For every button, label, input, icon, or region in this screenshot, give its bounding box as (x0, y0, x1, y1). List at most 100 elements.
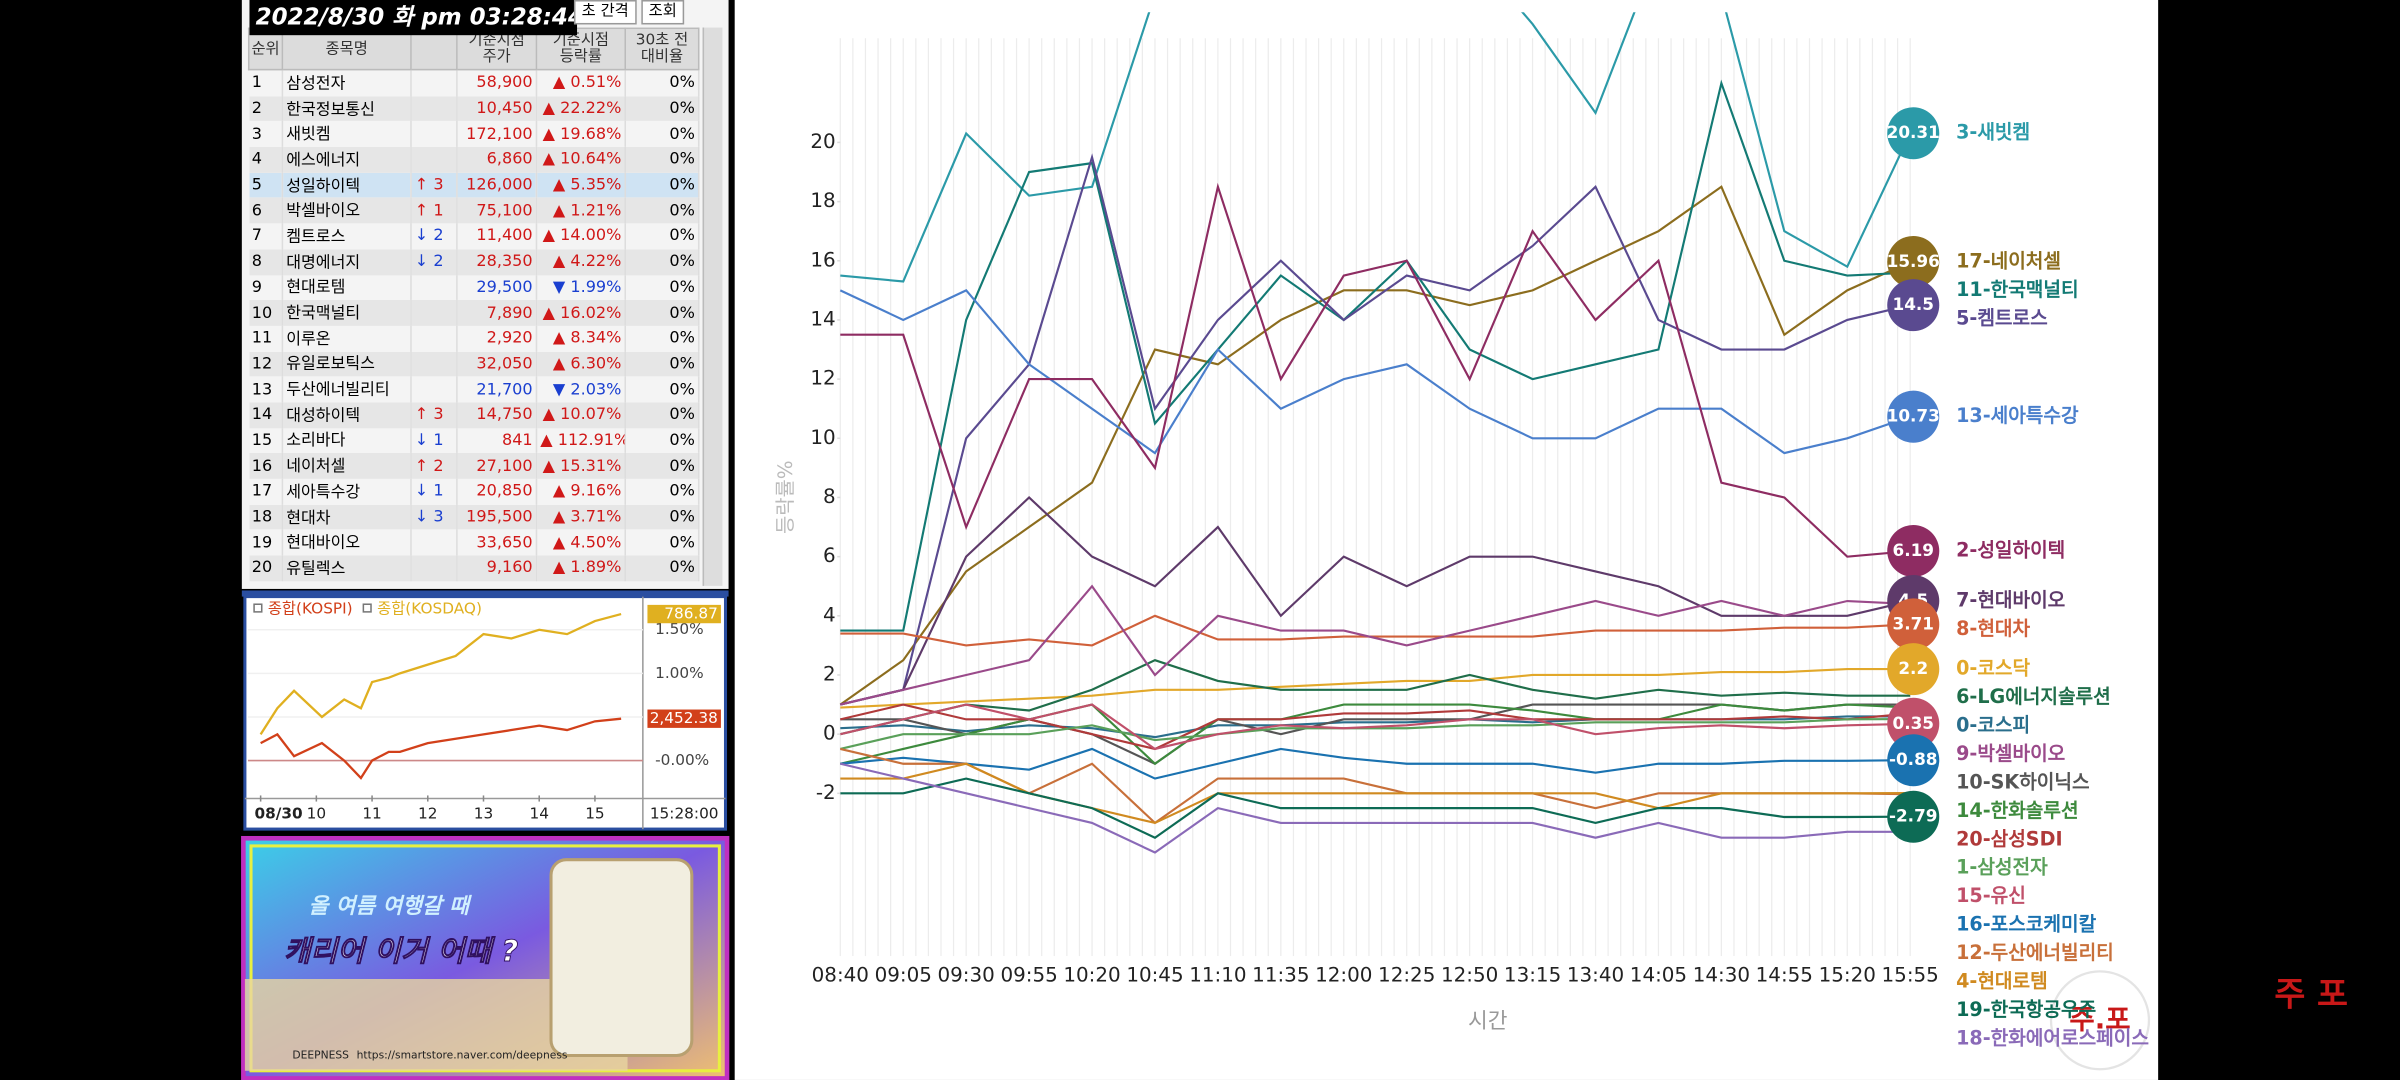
table-cell: 28,350 (456, 249, 538, 275)
legend-label: 0-코스닥 (1956, 657, 2030, 680)
cell-text: 켐트로스 (286, 227, 346, 247)
legend-label: 14-한화솔루션 (1956, 799, 2078, 822)
cell-text: 841 (501, 431, 533, 450)
legend-swatch (362, 603, 372, 613)
table-cell: 8 (248, 249, 284, 275)
end-bubble (1887, 643, 1940, 696)
scrollbar[interactable] (702, 27, 723, 586)
y-tick-label: 18 (810, 189, 835, 212)
series-line (840, 747, 1911, 780)
table-cell: 현대차 (282, 504, 412, 530)
cell-text: ▲ (552, 507, 566, 527)
table-cell: 0% (625, 274, 700, 301)
table-cell: 0% (625, 478, 700, 505)
cell-text: 유일로보틱스 (286, 355, 375, 374)
table-row[interactable]: 20 유틸렉스 9,160 ▲ 1.89% 0% (248, 555, 700, 581)
table-row[interactable]: 1 삼성전자 58,900 ▲ 0.51% 0% (248, 69, 700, 96)
legend-label: 19-한국항공우주 (1956, 998, 2096, 1021)
cell-text: 21,700 (476, 380, 533, 399)
table-row[interactable]: 6 박셀바이오 ↑ 1 75,100 ▲ 1.21% 0% (248, 198, 700, 224)
interval-select[interactable]: 초 간격 (573, 0, 637, 25)
table-cell: ▲ 1.21% (536, 198, 627, 224)
cell-text: 7 (251, 227, 263, 246)
table-row[interactable]: 12 유일로보틱스 32,050 ▲ 6.30% 0% (248, 351, 700, 377)
table-cell: 0% (625, 121, 700, 147)
cell-text: 0% (669, 533, 695, 552)
cell-text: 0% (669, 99, 695, 118)
table-cell: 19 (248, 529, 284, 556)
table-cell: 에스에너지 (282, 146, 412, 173)
table-row[interactable]: 15 소리바다 ↓ 1 841 ▲ 112.91% 0% (248, 427, 700, 454)
table-row[interactable]: 9 현대로템 29,500 ▼ 1.99% 0% (248, 274, 700, 301)
table-cell: 0% (625, 249, 700, 275)
table-cell: 29,500 (456, 274, 538, 301)
cell-text: ▲ (542, 303, 556, 323)
cell-text: 11 (251, 329, 273, 348)
cell-text: 6 (251, 201, 263, 220)
cell-text: 20,850 (476, 482, 533, 501)
legend-label: 0-코스피 (1956, 713, 2030, 736)
table-cell: ▼ 1.99% (536, 274, 627, 301)
legend-label: 13-세아특수강 (1956, 404, 2079, 427)
table-row[interactable]: 13 두산에너빌리티 21,700 ▼ 2.03% 0% (248, 376, 700, 403)
cell-text: 10.64% (560, 150, 622, 169)
table-cell: 유일로보틱스 (282, 351, 412, 377)
cell-text: ▲ (542, 150, 556, 169)
cell-text: 0% (669, 431, 695, 450)
series-line (840, 153, 1911, 706)
end-bubble (1887, 734, 1940, 787)
y-tick-label: -0.00% (655, 751, 709, 769)
table-cell: ▲ 0.51% (536, 69, 627, 96)
x-tick-label: 14:55 (1756, 963, 1813, 986)
end-value-label: 15.96 (1887, 251, 1940, 271)
table-cell (410, 95, 458, 122)
table-cell: 14,750 (456, 402, 538, 428)
end-bubble (1887, 390, 1940, 443)
table-cell: 10,450 (456, 95, 538, 122)
cell-text: ▲ (552, 533, 566, 552)
cell-text: 0% (669, 150, 695, 169)
table-cell: 0% (625, 402, 700, 428)
table-row[interactable]: 16 네이처셀 ↑ 2 27,100 ▲ 15.31% 0% (248, 453, 700, 479)
table-row[interactable]: 3 새빗켐 172,100 ▲ 19.68% 0% (248, 121, 700, 147)
table-row[interactable]: 4 에스에너지 6,860 ▲ 10.64% 0% (248, 146, 700, 173)
query-button[interactable]: 조회 (640, 0, 685, 25)
table-cell: ▲ 19.68% (536, 121, 627, 147)
table-cell: 0% (625, 69, 700, 96)
table-cell: ↑ 2 (410, 453, 458, 479)
cell-text: ▲ (552, 482, 566, 501)
table-row[interactable]: 11 이루온 2,920 ▲ 8.34% 0% (248, 325, 700, 352)
cell-text: 네이처셀 (286, 457, 346, 476)
cell-text: ▲ (552, 252, 566, 271)
cell-text: 소리바다 (286, 432, 346, 451)
legend-label: 18-한화에어로스페이스 (1956, 1026, 2149, 1049)
table-row[interactable]: 2 한국정보통신 10,450 ▲ 22.22% 0% (248, 95, 700, 122)
table-cell: 두산에너빌리티 (282, 376, 412, 403)
cell-text: ↑ 2 (414, 456, 444, 476)
table-row[interactable]: 19 현대바이오 33,650 ▲ 4.50% 0% (248, 529, 700, 556)
cell-text: 3 (251, 125, 263, 144)
table-cell: 박셀바이오 (282, 198, 412, 224)
cell-text: 14 (251, 405, 273, 425)
table-cell: ▲ 112.91% (536, 427, 627, 454)
table-row[interactable]: 5 성일하이텍 ↑ 3 126,000 ▲ 5.35% 0% (248, 172, 700, 199)
table-cell: 0% (625, 376, 700, 403)
table-cell: ▲ 14.00% (536, 223, 627, 250)
end-value-label: 0.35 (1892, 713, 1934, 733)
table-row[interactable]: 10 한국맥널티 7,890 ▲ 16.02% 0% (248, 300, 700, 326)
legend-label: 2-성일하이텍 (1956, 539, 2065, 562)
table-cell: 유틸렉스 (282, 555, 412, 581)
table-row[interactable]: 14 대성하이텍 ↑ 3 14,750 ▲ 10.07% 0% (248, 402, 700, 428)
table-cell: ↑ 1 (410, 198, 458, 224)
index-line (259, 612, 622, 736)
end-value-label: 2.2 (1898, 658, 1928, 678)
table-cell: ▼ 2.03% (536, 376, 627, 403)
table-cell: 2 (248, 95, 284, 122)
cell-text: 8 (251, 252, 263, 271)
table-cell: 0% (625, 325, 700, 352)
table-row[interactable]: 18 현대차 ↓ 3 195,500 ▲ 3.71% 0% (248, 504, 700, 530)
series-line (840, 777, 1911, 839)
table-row[interactable]: 8 대명에너지 ↓ 2 28,350 ▲ 4.22% 0% (248, 249, 700, 275)
table-row[interactable]: 7 켐트로스 ↓ 2 11,400 ▲ 14.00% 0% (248, 223, 700, 250)
table-row[interactable]: 17 세아특수강 ↓ 1 20,850 ▲ 9.16% 0% (248, 478, 700, 505)
